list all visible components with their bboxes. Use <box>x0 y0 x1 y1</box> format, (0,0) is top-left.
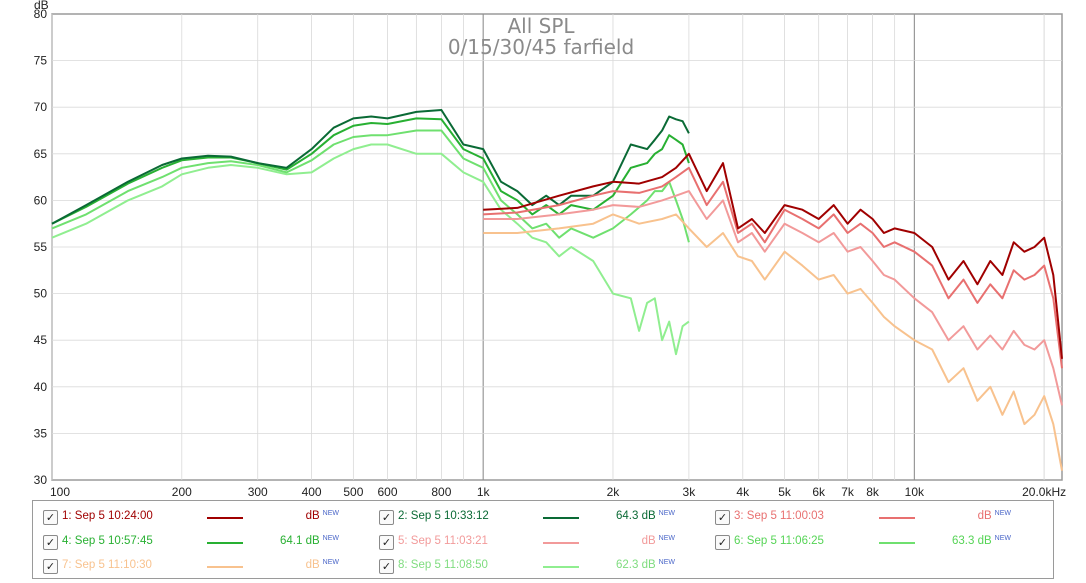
chart-subtitle: 0/15/30/45 farfield <box>448 35 634 59</box>
legend-swatch <box>543 517 579 519</box>
legend-label: 2: Sep 5 10:33:12 <box>398 510 489 522</box>
x-tick-label: 300 <box>248 485 268 499</box>
x-tick-label: 100 <box>50 485 70 499</box>
spl-chart: 30 35 40 45 50 55 60 65 70 75 80 100 200 300 400 500 60… <box>34 0 1067 499</box>
y-axis-unit: dB <box>34 0 49 12</box>
x-tick-label: 7k <box>841 485 855 499</box>
legend: ✓ 1: Sep 5 10:24:00 dB NEW ✓ 2: Sep 5 10:… <box>32 500 1054 579</box>
legend-item-8[interactable]: ✓ 8: Sep 5 11:08:50 62.3 dB NEW <box>379 558 699 576</box>
x-tick-label: 600 <box>378 485 398 499</box>
y-tick-label: 55 <box>34 240 48 254</box>
legend-item-1[interactable]: ✓ 1: Sep 5 10:24:00 dB NEW <box>43 509 363 527</box>
series-line-8 <box>51 143 690 356</box>
legend-item-6[interactable]: ✓ 6: Sep 5 11:06:25 63.3 dB NEW <box>715 534 1035 552</box>
x-tick-label: 20.0kHz <box>1022 485 1066 499</box>
series-lines <box>51 109 1063 471</box>
legend-label: 7: Sep 5 11:10:30 <box>62 559 152 571</box>
x-tick-label: 5k <box>778 485 792 499</box>
chart-title: All SPL <box>507 14 575 38</box>
legend-swatch <box>207 542 243 544</box>
x-tick-label: 6k <box>812 485 826 499</box>
legend-checkbox[interactable]: ✓ <box>715 510 730 525</box>
series-line-3 <box>483 166 1063 369</box>
legend-item-4[interactable]: ✓ 4: Sep 5 10:57:45 64.1 dB NEW <box>43 534 363 552</box>
x-tick-label: 3k <box>683 485 697 499</box>
legend-item-3[interactable]: ✓ 3: Sep 5 11:00:03 dB NEW <box>715 509 1035 527</box>
series-line-5 <box>483 190 1063 406</box>
y-tick-label: 75 <box>34 54 48 68</box>
y-axis-ticks: 30 35 40 45 50 55 60 65 70 75 80 <box>34 7 48 487</box>
x-tick-label: 500 <box>343 485 363 499</box>
legend-value: dB NEW <box>641 535 675 547</box>
legend-label: 1: Sep 5 10:24:00 <box>62 510 153 522</box>
x-tick-label: 10k <box>905 485 925 499</box>
x-tick-label: 2k <box>607 485 621 499</box>
legend-value: 63.3 dB NEW <box>952 535 1011 547</box>
legend-swatch <box>879 517 915 519</box>
legend-swatch <box>207 517 243 519</box>
legend-checkbox[interactable]: ✓ <box>715 535 730 550</box>
series-line-6 <box>51 129 690 243</box>
legend-value: dB NEW <box>305 510 339 522</box>
y-tick-label: 70 <box>34 100 48 114</box>
legend-item-2[interactable]: ✓ 2: Sep 5 10:33:12 64.3 dB NEW <box>379 509 699 527</box>
legend-label: 6: Sep 5 11:06:25 <box>734 535 824 547</box>
x-tick-label: 4k <box>736 485 750 499</box>
x-tick-label: 400 <box>302 485 322 499</box>
legend-checkbox[interactable]: ✓ <box>43 510 58 525</box>
series-line-1 <box>483 152 1063 359</box>
legend-item-7[interactable]: ✓ 7: Sep 5 11:10:30 dB NEW <box>43 558 363 576</box>
legend-checkbox[interactable]: ✓ <box>43 535 58 550</box>
x-tick-label: 200 <box>172 485 192 499</box>
legend-swatch <box>207 566 243 568</box>
legend-value: 64.1 dB NEW <box>280 535 339 547</box>
series-line-2 <box>51 109 690 225</box>
legend-label: 3: Sep 5 11:00:03 <box>734 510 824 522</box>
legend-item-5[interactable]: ✓ 5: Sep 5 11:03:21 dB NEW <box>379 534 699 552</box>
legend-checkbox[interactable]: ✓ <box>379 535 394 550</box>
legend-checkbox[interactable]: ✓ <box>379 510 394 525</box>
legend-swatch <box>543 542 579 544</box>
legend-swatch <box>543 566 579 568</box>
legend-value: dB NEW <box>977 510 1011 522</box>
legend-label: 4: Sep 5 10:57:45 <box>62 535 153 547</box>
legend-value: 62.3 dB NEW <box>616 559 675 571</box>
legend-label: 8: Sep 5 11:08:50 <box>398 559 488 571</box>
x-tick-label: 800 <box>431 485 451 499</box>
y-tick-label: 60 <box>34 193 48 207</box>
x-tick-label: 8k <box>866 485 880 499</box>
y-tick-label: 30 <box>34 473 48 487</box>
x-tick-label: 1k <box>477 485 491 499</box>
legend-value: dB NEW <box>305 559 339 571</box>
legend-checkbox[interactable]: ✓ <box>43 559 58 574</box>
series-line-7 <box>483 213 1063 471</box>
y-tick-label: 35 <box>34 426 48 440</box>
x-axis-ticks: 100 200 300 400 500 600 800 1k 2k 3k 4k 5k 6k 7k 8k 10k… <box>50 485 1066 499</box>
y-tick-label: 40 <box>34 380 48 394</box>
y-tick-label: 45 <box>34 333 48 347</box>
y-tick-label: 65 <box>34 147 48 161</box>
legend-swatch <box>879 542 915 544</box>
y-tick-label: 50 <box>34 287 48 301</box>
series-line-4 <box>51 117 690 225</box>
y-tick-label: 80 <box>34 7 48 21</box>
grid-lines <box>51 14 1062 480</box>
legend-checkbox[interactable]: ✓ <box>379 559 394 574</box>
legend-value: 64.3 dB NEW <box>616 510 675 522</box>
legend-label: 5: Sep 5 11:03:21 <box>398 535 488 547</box>
